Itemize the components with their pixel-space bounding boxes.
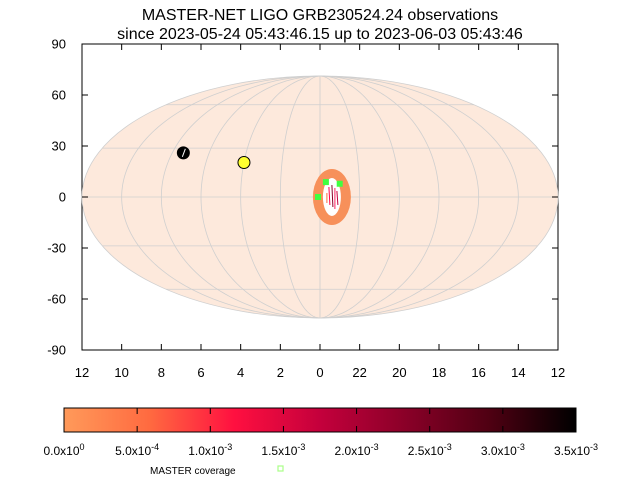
colorbar-tick-label: 1.0x10-3 bbox=[188, 442, 232, 458]
x-tick-label: 4 bbox=[237, 365, 244, 380]
colorbar-tick-label: 2.5x10-3 bbox=[408, 442, 452, 458]
x-tick-label: 0 bbox=[316, 365, 323, 380]
colorbar-tick-label: 2.0x10-3 bbox=[335, 442, 379, 458]
y-tick-label: -90 bbox=[47, 343, 66, 358]
coverage-point bbox=[315, 194, 322, 200]
legend-marker bbox=[277, 465, 284, 472]
colorbar bbox=[63, 407, 577, 433]
x-tick-label: 20 bbox=[392, 365, 406, 380]
x-tick-label: 18 bbox=[432, 365, 446, 380]
sun-marker bbox=[237, 155, 251, 169]
x-tick-label: 22 bbox=[352, 365, 366, 380]
x-tick-label: 12 bbox=[75, 365, 89, 380]
x-tick-label: 8 bbox=[158, 365, 165, 380]
y-tick-label: 90 bbox=[52, 37, 66, 52]
probability-hatch bbox=[328, 186, 331, 206]
colorbar-tick-label: 5.0x10-4 bbox=[115, 442, 159, 458]
probability-hatch bbox=[331, 184, 334, 208]
y-tick-label: 30 bbox=[52, 139, 66, 154]
y-tick-label: -30 bbox=[47, 241, 66, 256]
x-tick-label: 16 bbox=[471, 365, 485, 380]
y-tick-label: -60 bbox=[47, 292, 66, 307]
probability-region-hole bbox=[322, 178, 341, 216]
y-tick-label: 60 bbox=[52, 88, 66, 103]
colorbar-tick-label: 1.5x10-3 bbox=[261, 442, 305, 458]
colorbar-tick-label: 3.5x10-3 bbox=[554, 442, 598, 458]
x-tick-label: 10 bbox=[114, 365, 128, 380]
y-tick-label: 0 bbox=[59, 190, 66, 205]
colorbar-tick-label: 0.0x100 bbox=[43, 442, 84, 458]
legend-label: MASTER coverage bbox=[150, 466, 236, 477]
chart-subtitle: since 2023-05-24 05:43:46.15 up to 2023-… bbox=[117, 26, 523, 43]
coverage-point bbox=[322, 179, 329, 186]
x-tick-label: 14 bbox=[511, 365, 525, 380]
probability-hatch bbox=[336, 190, 339, 206]
x-tick-label: 2 bbox=[277, 365, 284, 380]
x-tick-label: 6 bbox=[197, 365, 204, 380]
moon-phase-line bbox=[181, 148, 186, 158]
coverage-point bbox=[336, 180, 343, 187]
colorbar-tick-label: 3.0x10-3 bbox=[481, 442, 525, 458]
x-tick-label: 12 bbox=[551, 365, 565, 380]
chart-title: MASTER-NET LIGO GRB230524.24 observation… bbox=[141, 7, 499, 24]
